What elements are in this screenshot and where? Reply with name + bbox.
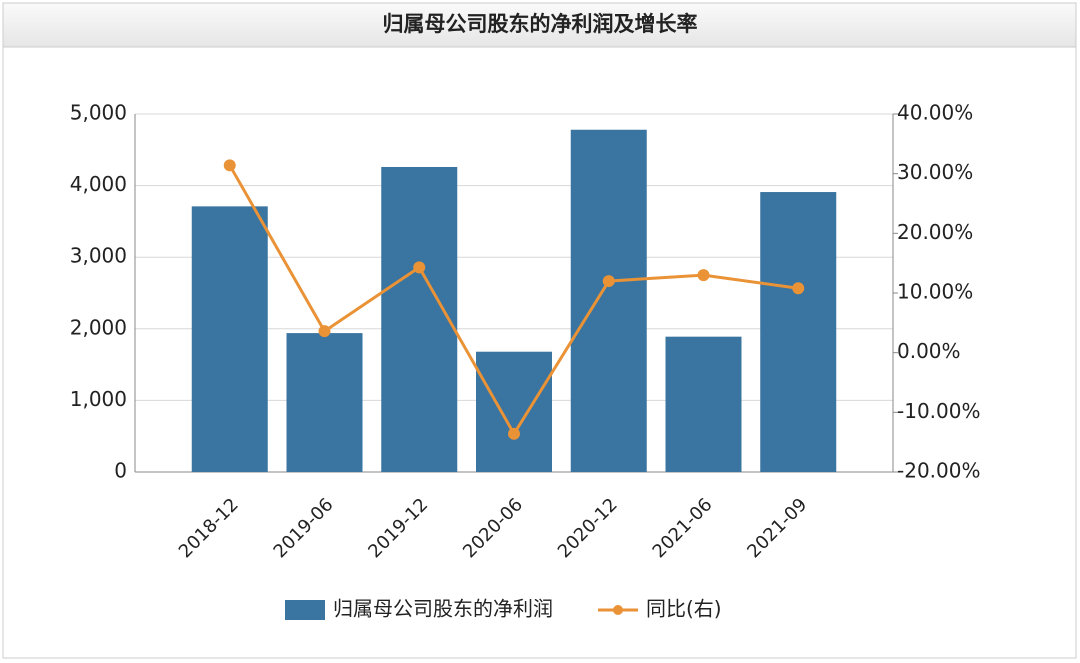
bar	[381, 166, 458, 472]
y-tick-label: 3,000	[70, 244, 127, 268]
legend-swatch	[285, 600, 325, 620]
legend-swatch	[613, 605, 623, 615]
bar	[476, 351, 552, 472]
chart-title: 归属母公司股东的净利润及增长率	[383, 12, 698, 36]
point	[318, 325, 331, 338]
bar	[665, 336, 742, 472]
bar	[191, 206, 268, 472]
y-tick-label: 2,000	[70, 315, 127, 339]
point	[792, 282, 805, 295]
point	[602, 275, 615, 288]
bar	[286, 333, 363, 472]
header	[2, 2, 1077, 48]
y2-tick-label: 40.00%	[897, 101, 973, 125]
y-tick-label: 0	[114, 459, 127, 483]
y2-tick-label: 20.00%	[897, 220, 973, 244]
y2-tick-label: 0.00%	[897, 339, 961, 363]
y2-tick-label: 10.00%	[897, 280, 973, 304]
bar	[570, 129, 647, 472]
point	[413, 261, 426, 274]
y-tick-label: 1,000	[70, 387, 127, 411]
y2-tick-label: -10.00%	[897, 399, 980, 423]
point	[223, 159, 236, 172]
y-tick-label: 4,000	[70, 172, 127, 196]
y2-tick-label: 30.00%	[897, 160, 973, 184]
point	[697, 269, 710, 282]
legend-label: 归属母公司股东的净利润	[333, 597, 553, 621]
legend-label: 同比(右)	[646, 597, 722, 621]
bar	[760, 192, 837, 472]
y2-tick-label: -20.00%	[897, 459, 980, 483]
point	[508, 427, 520, 440]
y-tick-label: 5,000	[70, 101, 127, 125]
